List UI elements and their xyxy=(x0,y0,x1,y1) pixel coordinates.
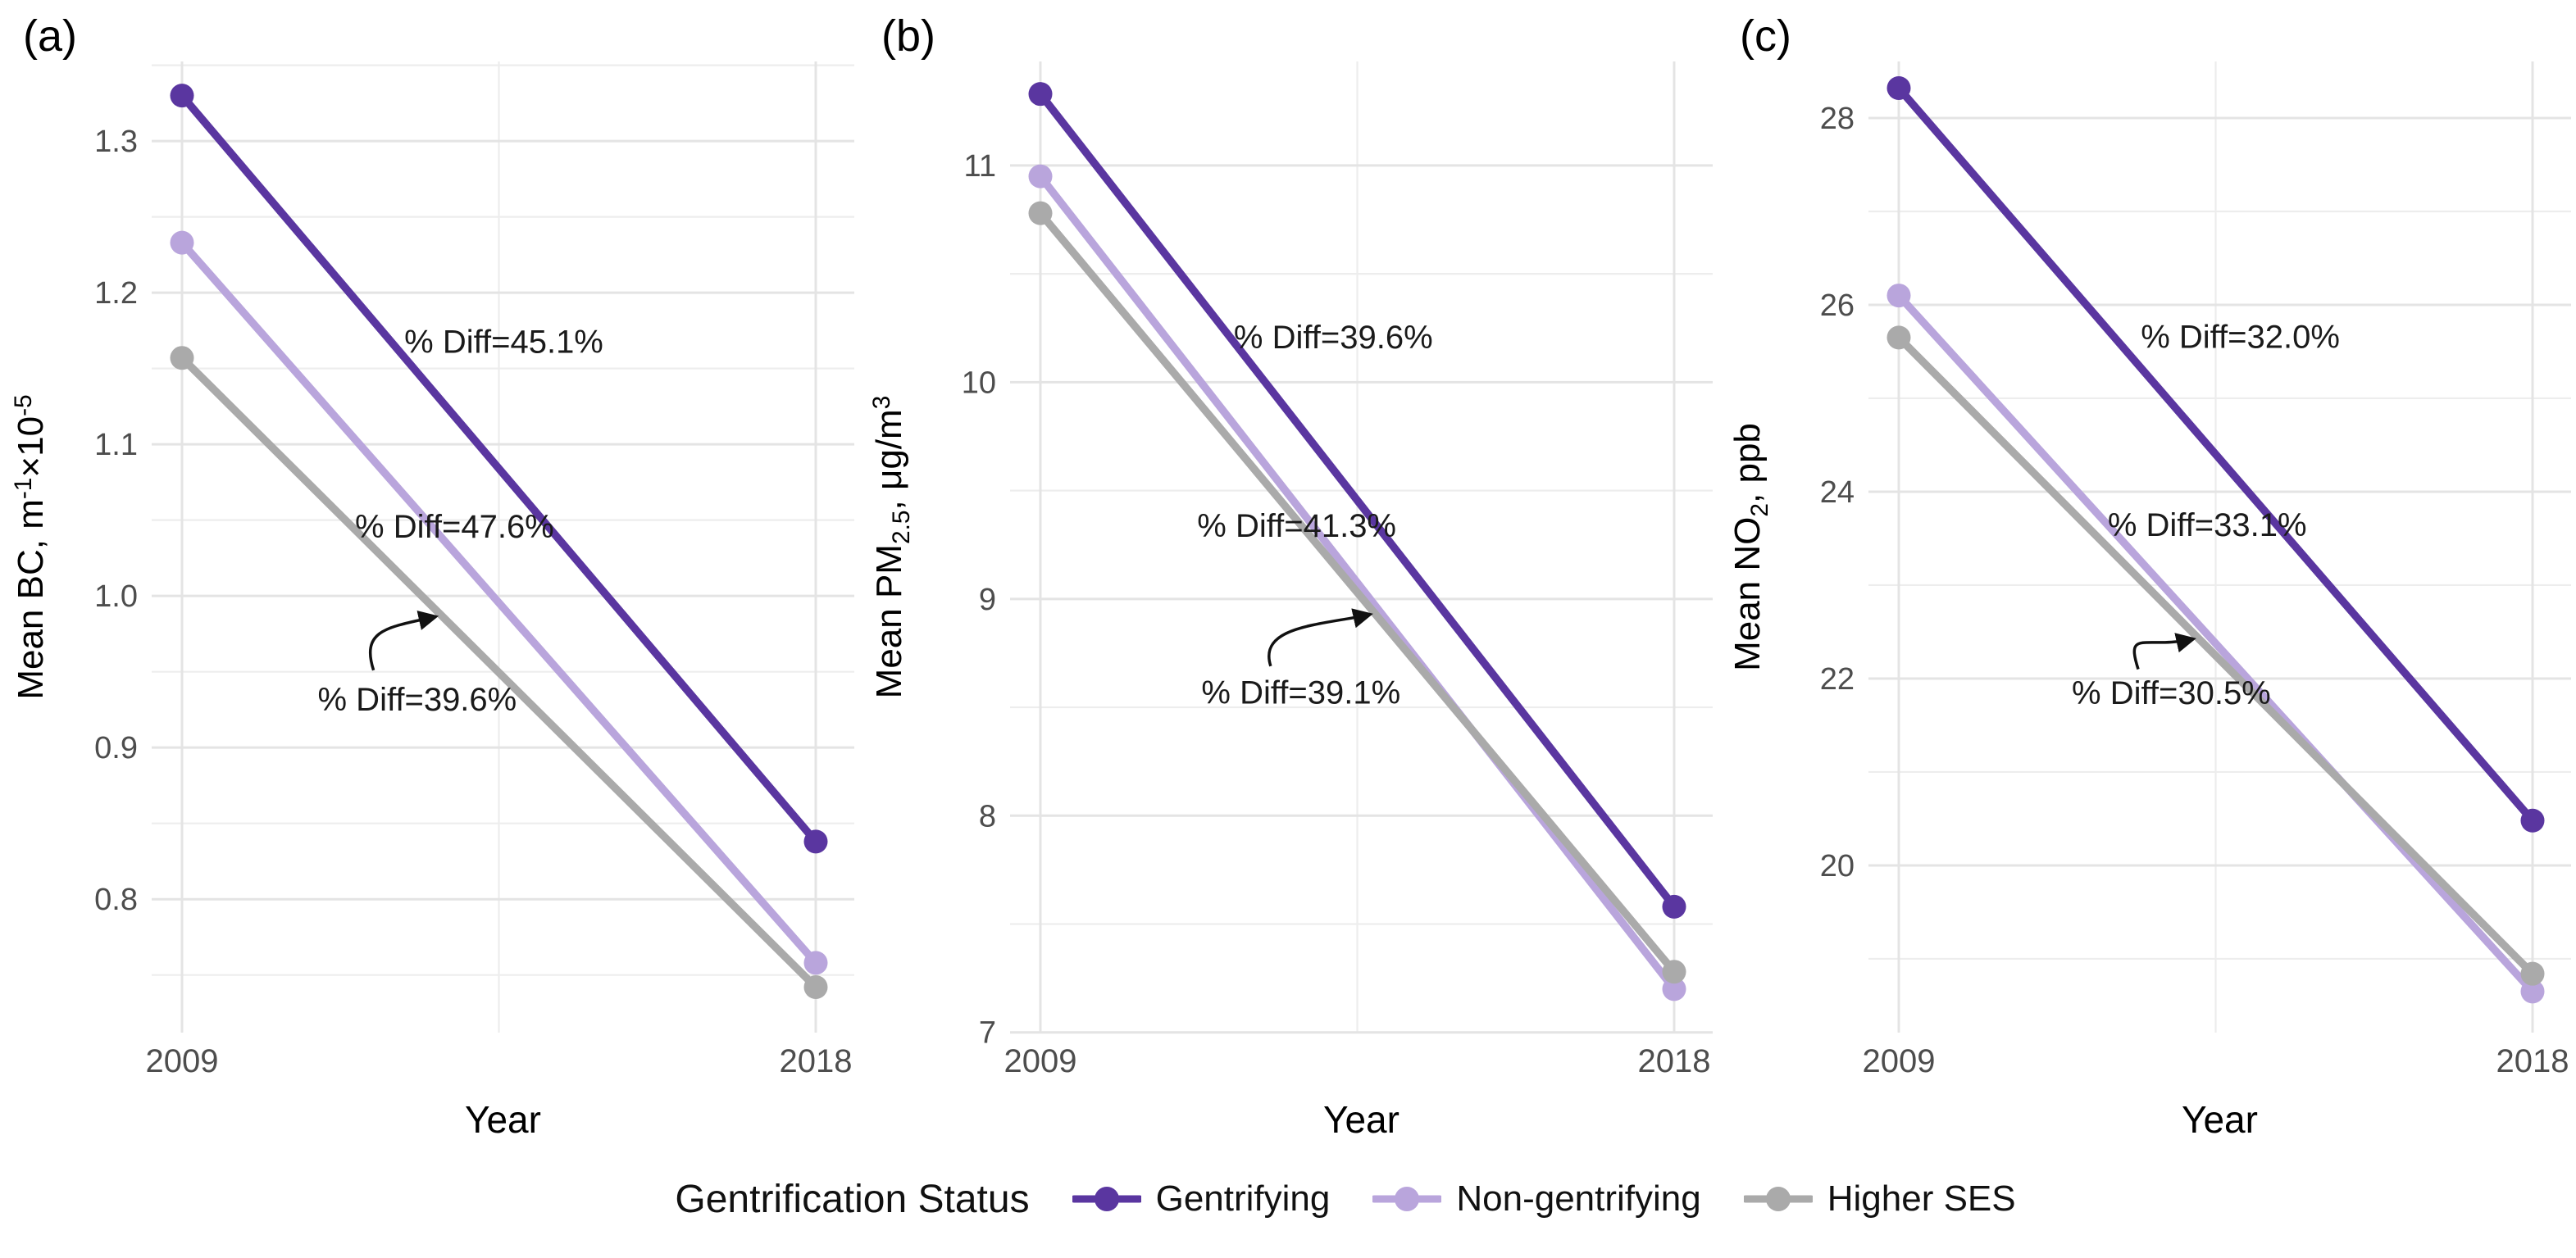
data-point xyxy=(1028,82,1053,107)
data-point xyxy=(2520,961,2545,986)
legend-item-label: Gentrifying xyxy=(1155,1179,1331,1219)
legend-item: Higher SES xyxy=(1743,1179,2016,1219)
y-tick-label: 1.0 xyxy=(94,579,138,614)
panel-chart: 0.8 0.9 1.0 1.1 1.2 1.3 2009 2018 Year Mean BC, m… xyxy=(10,11,854,1141)
legend-item-label: Higher SES xyxy=(1827,1179,2016,1219)
data-point xyxy=(2520,979,2545,1004)
y-axis-title: Mean NO2​, ppb xyxy=(1727,423,1773,671)
x-tick-label: 2018 xyxy=(780,1043,853,1079)
data-line xyxy=(178,238,820,967)
data-point xyxy=(803,951,828,975)
y-tick-label: 7 xyxy=(979,1016,996,1051)
data-point xyxy=(170,346,194,370)
legend-title: Gentrification Status xyxy=(675,1177,1030,1221)
data-line xyxy=(1895,334,2537,978)
y-tick-label: 10 xyxy=(962,366,996,400)
annotation-label: % Diff=32.0% xyxy=(2141,320,2340,356)
y-axis-title: Mean BC, m-1​×10-5​ xyxy=(10,394,51,699)
y-tick-label: 1.3 xyxy=(94,125,138,159)
y-tick-label: 8 xyxy=(979,799,996,833)
panel-tag: (c) xyxy=(1740,11,1791,61)
annotation-label: % Diff=30.5% xyxy=(2072,675,2271,711)
data-point xyxy=(1886,75,1911,100)
annotation-arrow xyxy=(1268,608,1373,667)
legend-marker-icon xyxy=(1743,1187,1813,1211)
y-tick-label: 22 xyxy=(1820,662,1855,697)
x-axis-title: Year xyxy=(465,1098,541,1141)
y-axis-title: Mean PM2.5​, μg/m3​ xyxy=(868,396,915,699)
gridlines xyxy=(1010,61,1713,1034)
data-line xyxy=(178,353,820,992)
x-tick-label: 2009 xyxy=(1004,1043,1077,1079)
legend-item: Gentrifying xyxy=(1072,1179,1331,1219)
annotation-arrow xyxy=(368,610,439,671)
axis-title-script: -5 xyxy=(10,394,37,416)
x-axis-title: Year xyxy=(1323,1098,1400,1141)
annotation-label: % Diff=39.1% xyxy=(1201,675,1400,711)
panel-chart: 7 8 9 10 11 2009 2018 Year Mean PM2.5​, μg/m3​ (b… xyxy=(868,11,1713,1141)
data-line xyxy=(1895,84,2537,824)
legend-marker-icon xyxy=(1072,1187,1141,1211)
annotation-label: % Diff=41.3% xyxy=(1197,508,1396,544)
data-point xyxy=(1028,201,1053,225)
x-tick-label: 2018 xyxy=(1638,1043,1711,1079)
data-point xyxy=(1662,894,1686,919)
panel-tag: (b) xyxy=(881,11,935,61)
axis-title-script: 2.5 xyxy=(888,510,915,544)
data-point xyxy=(1028,164,1053,188)
y-tick-label: 1.2 xyxy=(94,276,138,311)
axis-title-script: -1 xyxy=(10,478,37,500)
data-point xyxy=(2520,808,2545,833)
annotation-label: % Diff=39.6% xyxy=(318,682,517,718)
data-line xyxy=(178,91,820,846)
data-line xyxy=(1036,209,1678,976)
data-point xyxy=(170,230,194,255)
y-tick-label: 28 xyxy=(1820,102,1855,136)
annotation-arrow xyxy=(2132,633,2196,670)
panels-row: 0.8 0.9 1.0 1.1 1.2 1.3 2009 2018 Year Mean BC, m… xyxy=(0,0,2575,1147)
data-point xyxy=(170,84,194,108)
x-tick-label: 2009 xyxy=(1863,1043,1936,1079)
data-point xyxy=(1886,284,1911,308)
y-tick-label: 24 xyxy=(1820,475,1855,510)
data-line xyxy=(1895,291,2537,996)
legend-item-label: Non-gentrifying xyxy=(1456,1179,1701,1219)
x-axis-title: Year xyxy=(2182,1098,2258,1141)
panel-tag: (a) xyxy=(23,11,77,61)
y-tick-label: 1.1 xyxy=(94,428,138,462)
y-tick-label: 0.8 xyxy=(94,883,138,917)
gridlines xyxy=(1868,61,2571,1033)
annotation-label: % Diff=45.1% xyxy=(404,324,603,360)
panel-chart: 20 22 24 26 28 2009 2018 Year Mean NO2​, ppb (c)%… xyxy=(1727,11,2571,1141)
legend-marker-icon xyxy=(1372,1187,1442,1211)
panel-b: 7 8 9 10 11 2009 2018 Year Mean PM2.5​, μg/m3​ (b… xyxy=(858,0,1717,1147)
y-tick-label: 11 xyxy=(964,149,996,184)
y-tick-label: 26 xyxy=(1820,288,1855,323)
data-line xyxy=(1036,89,1678,911)
y-tick-label: 20 xyxy=(1820,849,1855,883)
data-point xyxy=(1662,977,1686,1001)
x-tick-label: 2018 xyxy=(2496,1043,2569,1079)
axis-title-script: 2 xyxy=(1746,503,1773,517)
annotation-label: % Diff=47.6% xyxy=(355,509,554,545)
x-tick-label: 2009 xyxy=(146,1043,219,1079)
annotation-label: % Diff=33.1% xyxy=(2108,507,2307,543)
legend: Gentrification Status Gentrifying Non-gen… xyxy=(0,1154,2576,1244)
data-point xyxy=(1662,960,1686,984)
y-tick-label: 9 xyxy=(979,583,996,617)
data-point xyxy=(803,829,828,854)
y-tick-label: 0.9 xyxy=(94,731,138,765)
data-point xyxy=(1886,325,1911,350)
data-line xyxy=(1036,172,1678,993)
panel-a: 0.8 0.9 1.0 1.1 1.2 1.3 2009 2018 Year Mean BC, m… xyxy=(0,0,858,1147)
annotation-label: % Diff=39.6% xyxy=(1234,320,1433,356)
legend-item: Non-gentrifying xyxy=(1372,1179,1701,1219)
panel-c: 20 22 24 26 28 2009 2018 Year Mean NO2​, ppb (c)%… xyxy=(1717,0,2575,1147)
data-point xyxy=(803,974,828,999)
axis-title-script: 3 xyxy=(868,396,895,410)
